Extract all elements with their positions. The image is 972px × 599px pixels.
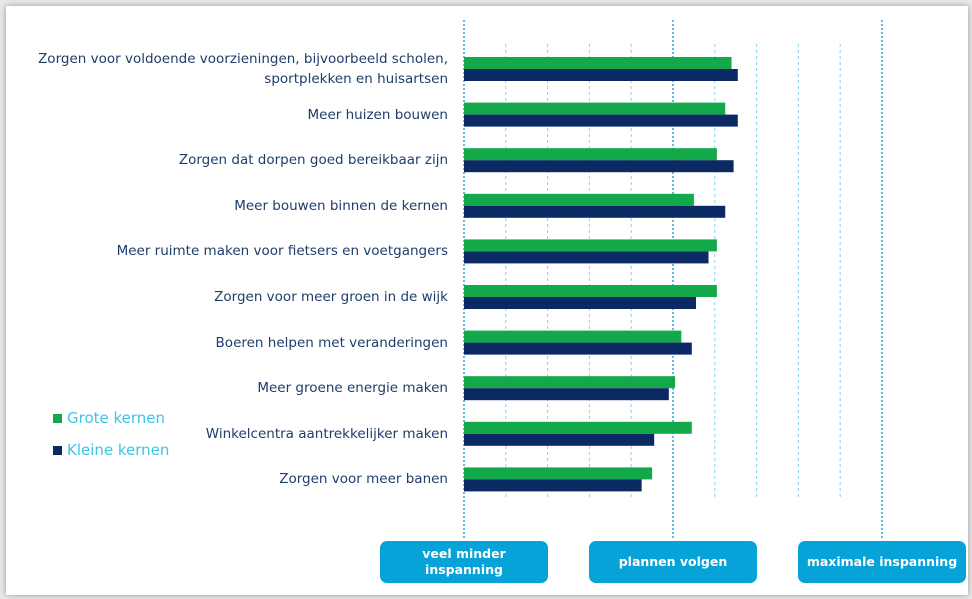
bar <box>464 433 655 446</box>
bar <box>464 251 709 264</box>
legend-swatch <box>53 414 62 423</box>
bar <box>464 388 669 401</box>
category-label: Meer groene energie maken <box>257 380 448 397</box>
bar <box>464 114 738 127</box>
bar <box>464 376 676 389</box>
bar <box>464 479 642 492</box>
category-label: Meer bouwen binnen de kernen <box>234 197 448 214</box>
legend-entry: Grote kernen <box>53 409 165 427</box>
axis-label-button: veel minder inspanning <box>380 541 548 583</box>
category-label: Meer huizen bouwen <box>307 106 449 123</box>
bar <box>464 193 694 206</box>
x-tick-label: maximale inspanning <box>806 554 958 569</box>
bar <box>464 160 734 173</box>
x-tick-label: veel minder inspanning <box>422 546 506 577</box>
bar <box>464 148 717 161</box>
bar <box>464 421 692 434</box>
category-label: Meer ruimte maken voor fietsers en voetg… <box>116 243 448 260</box>
bar <box>464 342 692 355</box>
bar <box>464 297 696 309</box>
category-label: Zorgen voor meer banen <box>279 471 448 488</box>
category-label: Zorgen dat dorpen goed bereikbaar zijn <box>178 152 448 169</box>
legend-entry: Kleine kernen <box>53 441 169 459</box>
bar <box>464 330 682 343</box>
legend-label: Kleine kernen <box>67 441 170 459</box>
bar <box>464 69 738 81</box>
bar <box>464 285 717 297</box>
category-label: Zorgen voor meer groen in de wijk <box>214 289 448 305</box>
category-label: Winkelcentra aantrekkelijker maken <box>205 425 448 442</box>
category-label: Zorgen voor voldoende voorzieningen, bij… <box>38 51 448 87</box>
legend-swatch <box>53 446 62 455</box>
axis-label-button: plannen volgen <box>589 541 757 583</box>
category-label: Boeren helpen met veranderingen <box>215 334 448 351</box>
axis-label-button: maximale inspanning <box>798 541 966 583</box>
bar <box>464 102 726 115</box>
x-tick-label: plannen volgen <box>618 554 728 569</box>
bar <box>464 205 726 218</box>
legend-label: Grote kernen <box>67 409 166 427</box>
bar <box>464 57 732 69</box>
bar <box>464 239 717 252</box>
bar <box>464 467 653 480</box>
